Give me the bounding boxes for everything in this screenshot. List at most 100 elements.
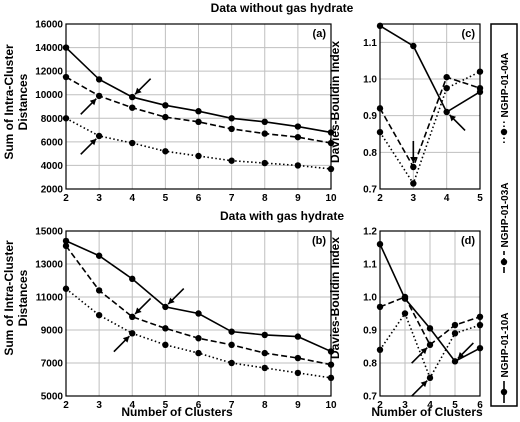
data-point [443, 84, 450, 92]
data-point [261, 130, 268, 137]
data-point [129, 104, 136, 111]
data-point [95, 76, 103, 83]
data-point [129, 93, 136, 101]
x-tick-label: 4 [129, 193, 135, 204]
x-tick-label: 7 [229, 400, 235, 411]
title-bottom: Data with gas hydrate [220, 209, 344, 223]
y-tick-label: 1.1 [363, 260, 377, 271]
x-tick-label: 10 [325, 193, 337, 204]
annotation-arrow-head [420, 347, 428, 355]
title-top: Data without gas hydrate [211, 1, 354, 15]
data-point [443, 73, 450, 81]
data-point [162, 325, 169, 332]
data-point [195, 152, 202, 160]
x-tick-label: 6 [477, 400, 483, 411]
x-tick-label: 7 [229, 193, 235, 204]
y-tick-label: 14000 [35, 43, 63, 54]
panel-a: 2 3 4 5 6 7 8 9 10 2000 4000 6000 8000 10000 12000 1400… [35, 20, 337, 205]
data-point [95, 132, 103, 140]
x-tick-label: 4 [444, 193, 450, 204]
y-tick-label: 13000 [35, 260, 63, 271]
y-tick-label: 0.8 [363, 148, 377, 159]
y-tick-label: 1.0 [363, 75, 377, 86]
legend-label: NGHP-01-04A [500, 52, 511, 117]
data-point [443, 108, 450, 116]
data-point [195, 310, 202, 317]
data-point [451, 330, 459, 337]
data-point [129, 330, 136, 337]
ylabel-b-line2: Distances [16, 269, 30, 326]
y-tick-label: 2000 [41, 185, 64, 196]
x-tick-label: 4 [427, 400, 433, 411]
y-tick-label: 9000 [41, 326, 64, 337]
data-point [228, 115, 235, 122]
data-point [410, 42, 417, 50]
data-point [129, 275, 136, 283]
legend-swatch-marker [500, 128, 508, 136]
y-tick-label: 0.9 [363, 326, 377, 337]
y-tick-label: 10000 [35, 90, 63, 101]
legend-swatch-marker [500, 258, 508, 266]
y-tick-label: 1.2 [363, 227, 377, 238]
data-point [294, 369, 302, 377]
plot-frame [65, 23, 332, 190]
data-point [162, 303, 169, 311]
x-tick-label: 8 [262, 193, 268, 204]
legend-item: NGHP-01-10A [500, 312, 511, 403]
ylabel-d: Davies-Bouldin Index [328, 237, 342, 359]
data-point [294, 162, 302, 169]
series-line-nghp-01-03a [379, 295, 481, 347]
ylabel-a-line2: Distances [16, 73, 30, 130]
xlabel-d: Number of Clusters [371, 405, 483, 419]
panel-label: (a) [313, 28, 327, 40]
legend-label: NGHP-01-10A [500, 312, 511, 377]
xlabel-b: Number of Clusters [121, 405, 233, 419]
y-tick-label: 8000 [41, 114, 64, 125]
x-tick-label: 3 [411, 193, 417, 204]
panel-label: (b) [312, 235, 326, 247]
data-point [228, 157, 235, 164]
data-point [162, 102, 169, 109]
data-point [261, 364, 268, 372]
annotation-arrow-head [135, 87, 142, 95]
y-tick-label: 1.0 [363, 293, 377, 304]
x-tick-label: 2 [377, 400, 383, 411]
data-point [401, 293, 409, 301]
y-tick-label: 0.8 [363, 359, 377, 370]
data-point [426, 341, 434, 349]
plot-frame [379, 23, 481, 190]
data-point [195, 118, 202, 126]
data-point [95, 92, 103, 100]
data-point [261, 118, 268, 126]
x-tick-label: 3 [402, 400, 408, 411]
legend-label: NGHP-01-03A [500, 182, 511, 247]
x-tick-label: 2 [63, 193, 69, 204]
panel-label: (c) [462, 28, 476, 40]
data-point [401, 310, 409, 317]
data-point [228, 341, 235, 349]
data-point [162, 341, 169, 349]
data-point [426, 374, 434, 382]
legend-item: NGHP-01-04A [500, 52, 511, 143]
panel-b: 2 3 4 5 6 7 8 9 10 5000 7000 9000 11000 13000 15000 (b) [35, 227, 337, 412]
annotation-arrow-head [457, 352, 465, 359]
annotation-arrow-head [89, 98, 97, 106]
annotation-arrow-head [168, 297, 175, 305]
y-tick-label: 4000 [41, 161, 64, 172]
series-line-nghp-01-04a [379, 70, 481, 186]
data-point [261, 159, 268, 167]
x-tick-label: 6 [196, 193, 202, 204]
data-point [95, 311, 103, 319]
x-tick-label: 9 [295, 400, 301, 411]
y-tick-label: 6000 [41, 137, 64, 148]
legend: NGHP-01-10A NGHP-01-03A NGHP-01-04A [490, 23, 518, 407]
x-tick-label: 2 [377, 193, 383, 204]
data-point [95, 252, 103, 259]
ylabel-a-line1: Sum of Intra-Cluster [2, 44, 16, 160]
ylabel-b-line1: Sum of Intra-Cluster [2, 240, 16, 356]
data-point [410, 180, 417, 187]
y-tick-label: 12000 [35, 67, 63, 78]
y-tick-label: 0.7 [363, 185, 377, 196]
legend-box [490, 23, 518, 407]
